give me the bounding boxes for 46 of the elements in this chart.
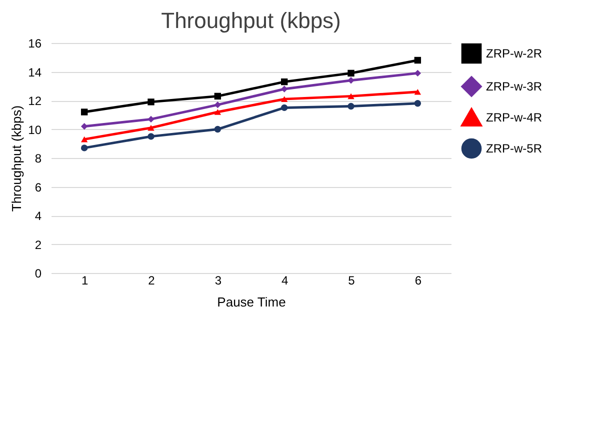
point [214,126,222,133]
y-tick-label: 8 [34,152,42,166]
point [214,109,222,115]
point [80,144,88,152]
point [280,104,288,112]
point [80,123,88,130]
point [148,124,154,131]
x-tick-label: 2 [148,274,156,288]
point [348,70,354,77]
chart-title: Throughput (kbps) [161,8,341,33]
y-tick-label: 2 [34,238,42,252]
legend-label: ZRP-w-5R [486,142,542,156]
point [214,92,222,100]
y-tick-label: 10 [28,122,42,137]
y-axis-title: Throughput (kbps) [9,105,24,212]
point [348,77,354,84]
point [280,78,288,86]
x-tick-label: 3 [214,274,222,288]
point [148,133,154,140]
y-tick-label: 16 [28,36,42,50]
point [414,88,422,95]
x-tick-label: 6 [414,274,422,288]
x-tick-label: 4 [281,274,288,288]
x-axis-title: Pause Time [217,294,286,310]
point [348,93,354,100]
point [414,56,422,64]
point [80,108,88,116]
point [148,116,154,123]
point [348,102,354,110]
y-tick-label: 12 [28,94,42,108]
point [414,70,422,77]
legend-label: ZRP-w-3R [486,80,542,94]
legend-label: ZRP-w-2R [486,46,542,60]
y-tick-label: 4 [34,209,42,223]
y-tick-label: 6 [34,180,42,194]
x-tick-label: 1 [81,274,88,288]
x-tick-label: 5 [348,274,356,288]
point [414,100,422,107]
y-tick-label: 0 [34,266,42,280]
point [148,98,154,106]
point [280,96,288,102]
point [214,101,222,108]
legend-label: ZRP-w-4R [486,110,542,124]
point [80,136,88,142]
point [280,86,288,92]
y-tick-label: 14 [28,65,42,80]
